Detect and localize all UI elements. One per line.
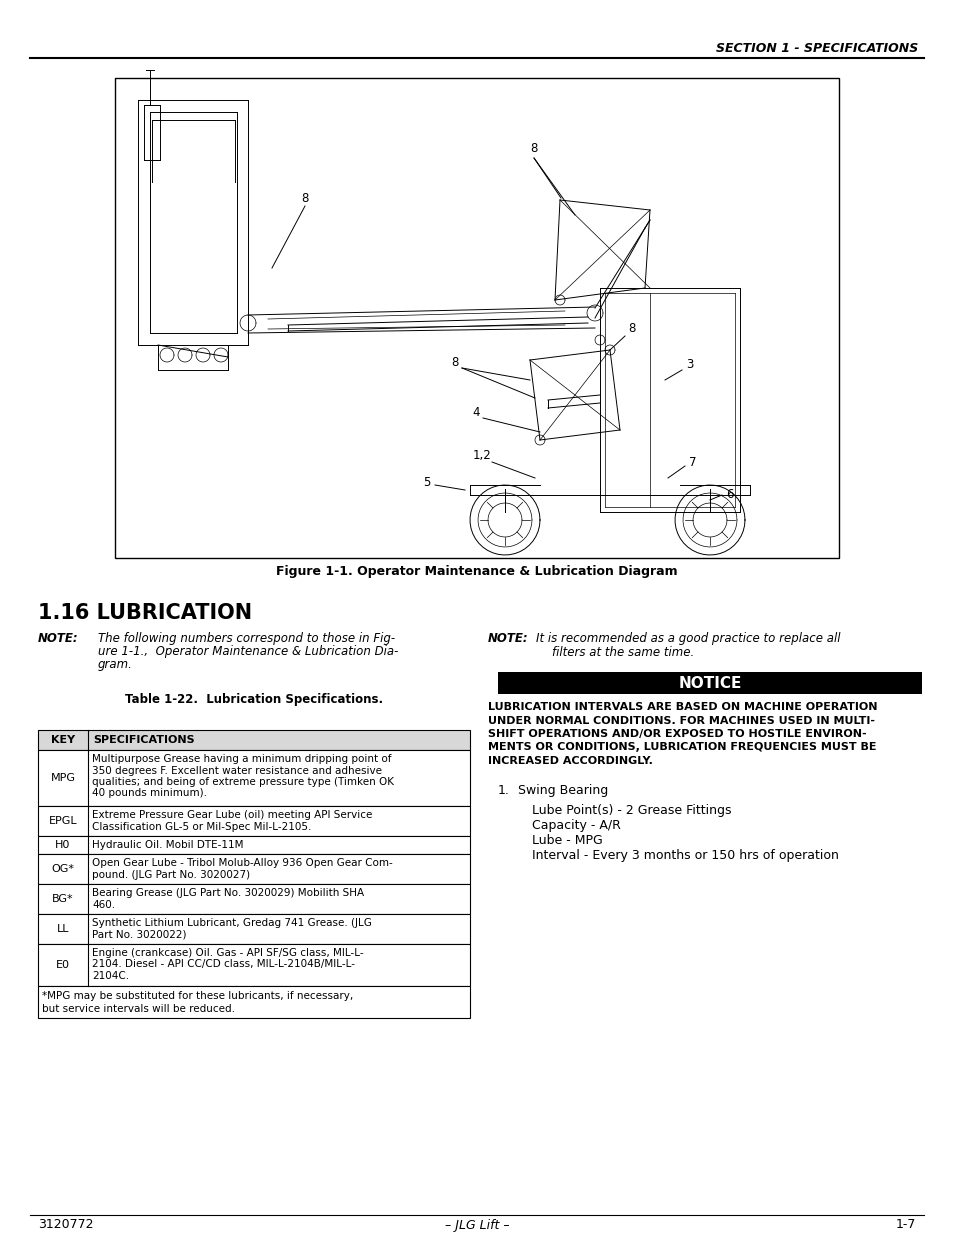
Text: Interval - Every 3 months or 150 hrs of operation: Interval - Every 3 months or 150 hrs of … (532, 848, 838, 862)
Text: MENTS OR CONDITIONS, LUBRICATION FREQUENCIES MUST BE: MENTS OR CONDITIONS, LUBRICATION FREQUEN… (488, 742, 876, 752)
Text: ure 1-1.,  Operator Maintenance & Lubrication Dia-: ure 1-1., Operator Maintenance & Lubrica… (98, 645, 398, 658)
Bar (38, 914, 470, 944)
Text: It is recommended as a good practice to replace all: It is recommended as a good practice to … (536, 632, 840, 645)
Text: Extreme Pressure Gear Lube (oil) meeting API Service: Extreme Pressure Gear Lube (oil) meeting… (91, 810, 372, 820)
Text: 3: 3 (685, 358, 693, 372)
Text: 3120772: 3120772 (38, 1219, 93, 1231)
Text: H0: H0 (55, 840, 71, 850)
Text: MPG: MPG (51, 773, 75, 783)
Text: 8: 8 (628, 321, 635, 335)
Bar (38, 944, 470, 986)
Text: Lube Point(s) - 2 Grease Fittings: Lube Point(s) - 2 Grease Fittings (532, 804, 731, 818)
Text: Hydraulic Oil. Mobil DTE-11M: Hydraulic Oil. Mobil DTE-11M (91, 840, 243, 850)
Bar (38, 750, 470, 806)
Text: UNDER NORMAL CONDITIONS. FOR MACHINES USED IN MULTI-: UNDER NORMAL CONDITIONS. FOR MACHINES US… (488, 715, 874, 725)
Text: filters at the same time.: filters at the same time. (552, 646, 694, 659)
Text: 7: 7 (688, 456, 696, 468)
Text: 8: 8 (530, 142, 537, 154)
Text: Table 1-22.  Lubrication Specifications.: Table 1-22. Lubrication Specifications. (125, 693, 383, 706)
Text: Capacity - A/R: Capacity - A/R (532, 819, 620, 832)
Bar (38, 806, 470, 836)
Text: SPECIFICATIONS: SPECIFICATIONS (92, 735, 194, 745)
Text: *MPG may be substituted for these lubricants, if necessary,: *MPG may be substituted for these lubric… (42, 990, 353, 1002)
Text: The following numbers correspond to those in Fig-: The following numbers correspond to thos… (98, 632, 395, 645)
Bar (115, 78, 838, 558)
Text: 6: 6 (725, 489, 733, 501)
Text: BG*: BG* (52, 894, 73, 904)
Bar (497, 672, 921, 694)
Text: SHIFT OPERATIONS AND/OR EXPOSED TO HOSTILE ENVIRON-: SHIFT OPERATIONS AND/OR EXPOSED TO HOSTI… (488, 729, 865, 739)
Text: 8: 8 (301, 191, 309, 205)
Text: NOTE:: NOTE: (488, 632, 528, 645)
Text: Figure 1-1. Operator Maintenance & Lubrication Diagram: Figure 1-1. Operator Maintenance & Lubri… (276, 566, 677, 578)
Text: NOTICE: NOTICE (678, 676, 740, 690)
Text: Classification GL-5 or Mil-Spec Mil-L-2105.: Classification GL-5 or Mil-Spec Mil-L-21… (91, 821, 311, 831)
Text: Open Gear Lube - Tribol Molub-Alloy 936 Open Gear Com-: Open Gear Lube - Tribol Molub-Alloy 936 … (91, 858, 393, 868)
Text: 2104C.: 2104C. (91, 971, 129, 981)
Text: qualities; and being of extreme pressure type (Timken OK: qualities; and being of extreme pressure… (91, 777, 394, 787)
Text: 5: 5 (423, 477, 430, 489)
Text: Bearing Grease (JLG Part No. 3020029) Mobilith SHA: Bearing Grease (JLG Part No. 3020029) Mo… (91, 888, 364, 898)
Text: 8: 8 (451, 356, 458, 368)
Text: Multipurpose Grease having a minimum dripping point of: Multipurpose Grease having a minimum dri… (91, 755, 391, 764)
Text: Part No. 3020022): Part No. 3020022) (91, 930, 186, 940)
Text: 4: 4 (472, 406, 479, 420)
Text: E0: E0 (56, 960, 70, 969)
Text: Swing Bearing: Swing Bearing (517, 784, 608, 797)
Text: INCREASED ACCORDINGLY.: INCREASED ACCORDINGLY. (488, 756, 652, 766)
Text: 460.: 460. (91, 899, 115, 909)
Text: pound. (JLG Part No. 3020027): pound. (JLG Part No. 3020027) (91, 869, 250, 879)
Text: EPGL: EPGL (49, 816, 77, 826)
Text: 350 degrees F. Excellent water resistance and adhesive: 350 degrees F. Excellent water resistanc… (91, 766, 381, 776)
Text: 1.: 1. (497, 784, 509, 797)
Text: Engine (crankcase) Oil. Gas - API SF/SG class, MIL-L-: Engine (crankcase) Oil. Gas - API SF/SG … (91, 948, 363, 958)
Text: but service intervals will be reduced.: but service intervals will be reduced. (42, 1004, 234, 1014)
Bar (38, 884, 470, 914)
Text: OG*: OG* (51, 864, 74, 874)
Text: Synthetic Lithium Lubricant, Gredag 741 Grease. (JLG: Synthetic Lithium Lubricant, Gredag 741 … (91, 918, 372, 927)
Text: NOTE:: NOTE: (38, 632, 78, 645)
Text: KEY: KEY (51, 735, 75, 745)
Bar (38, 730, 470, 750)
Text: 1-7: 1-7 (895, 1219, 915, 1231)
Text: 1.16 LUBRICATION: 1.16 LUBRICATION (38, 603, 252, 622)
Bar (38, 836, 470, 853)
Text: gram.: gram. (98, 658, 132, 671)
Bar (38, 986, 470, 1018)
Text: LL: LL (56, 924, 70, 934)
Text: 40 pounds minimum).: 40 pounds minimum). (91, 788, 207, 799)
Text: SECTION 1 - SPECIFICATIONS: SECTION 1 - SPECIFICATIONS (715, 42, 917, 54)
Text: – JLG Lift –: – JLG Lift – (444, 1219, 509, 1231)
Bar (38, 853, 470, 884)
Text: 1,2: 1,2 (472, 448, 491, 462)
Text: 2104. Diesel - API CC/CD class, MIL-L-2104B/MIL-L-: 2104. Diesel - API CC/CD class, MIL-L-21… (91, 960, 355, 969)
Text: LUBRICATION INTERVALS ARE BASED ON MACHINE OPERATION: LUBRICATION INTERVALS ARE BASED ON MACHI… (488, 701, 877, 713)
Text: Lube - MPG: Lube - MPG (532, 834, 602, 847)
